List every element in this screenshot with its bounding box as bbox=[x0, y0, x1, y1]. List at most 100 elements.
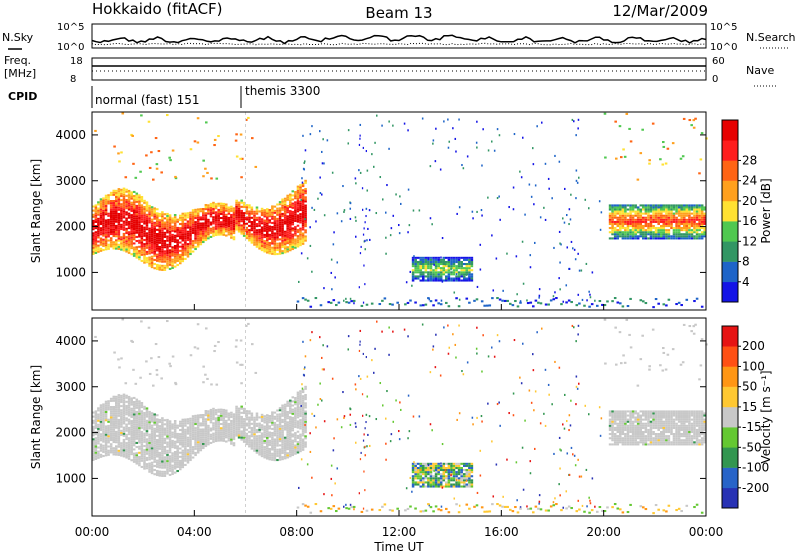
velocity-cell bbox=[125, 446, 128, 449]
power-cell bbox=[276, 232, 279, 235]
velocity-cell bbox=[286, 435, 289, 438]
velocity-cell bbox=[99, 414, 103, 417]
power-cell bbox=[667, 206, 671, 209]
velocity-cell bbox=[163, 431, 167, 434]
noise-search-label: N.Search bbox=[746, 31, 796, 44]
power-cell bbox=[654, 218, 658, 221]
velocity-cell bbox=[99, 412, 103, 415]
power-cell bbox=[304, 231, 307, 234]
velocity-cell bbox=[94, 412, 98, 415]
velocity-cell bbox=[127, 445, 131, 448]
power-cell bbox=[115, 193, 118, 196]
velocity-cell bbox=[120, 434, 123, 437]
power-cell bbox=[429, 275, 433, 278]
velocity-cell bbox=[150, 412, 154, 415]
velocity-cell bbox=[271, 423, 274, 426]
velocity-cell bbox=[304, 406, 307, 409]
power-cell bbox=[156, 216, 159, 219]
velocity-cell bbox=[294, 415, 297, 418]
velocity-cell bbox=[194, 435, 197, 438]
power-cell bbox=[94, 129, 97, 132]
power-cell bbox=[642, 225, 645, 228]
velocity-cell bbox=[212, 416, 215, 419]
velocity-cell bbox=[294, 409, 297, 412]
power-cell bbox=[143, 228, 146, 231]
velocity-cell bbox=[161, 431, 164, 434]
power-cell bbox=[161, 223, 164, 226]
velocity-cell bbox=[286, 423, 289, 426]
velocity-cell bbox=[122, 420, 126, 423]
power-cell bbox=[447, 146, 450, 149]
cpid-row: CPID normal (fast) 151 themis 3300 bbox=[8, 84, 320, 108]
velocity-cell bbox=[240, 405, 243, 408]
power-cell bbox=[590, 303, 594, 306]
velocity-cell bbox=[158, 431, 162, 434]
power-cell bbox=[104, 233, 108, 236]
velocity-cell bbox=[125, 405, 128, 408]
power-cell bbox=[291, 227, 295, 230]
power-cell bbox=[253, 210, 256, 213]
power-cell bbox=[168, 226, 172, 229]
power-cell bbox=[693, 300, 696, 303]
power-cell bbox=[688, 119, 692, 122]
power-cell bbox=[452, 279, 456, 282]
power-colorbar-tick: 20 bbox=[742, 194, 757, 208]
power-cell bbox=[171, 225, 174, 228]
velocity-cell bbox=[289, 453, 292, 456]
velocity-cell bbox=[253, 445, 256, 448]
power-cell bbox=[427, 271, 430, 274]
power-cell bbox=[145, 242, 149, 245]
velocity-cell bbox=[245, 422, 249, 425]
power-cell bbox=[163, 213, 167, 216]
velocity-cell bbox=[181, 443, 185, 446]
velocity-cell bbox=[102, 405, 105, 408]
power-cell bbox=[672, 237, 676, 240]
power-cell bbox=[248, 206, 251, 209]
velocity-cell bbox=[163, 433, 167, 436]
velocity-cell bbox=[166, 464, 169, 467]
power-cell bbox=[665, 225, 668, 228]
velocity-cell bbox=[179, 459, 182, 462]
power-cell bbox=[158, 245, 162, 248]
power-cell bbox=[349, 217, 352, 220]
power-cell bbox=[642, 206, 645, 209]
velocity-cell bbox=[120, 421, 123, 424]
velocity-cell bbox=[222, 415, 226, 418]
power-cell bbox=[168, 232, 172, 235]
velocity-cell bbox=[92, 440, 95, 443]
power-cell bbox=[191, 215, 195, 218]
velocity-cell bbox=[161, 460, 164, 463]
power-cell bbox=[232, 238, 236, 241]
velocity-cell bbox=[217, 437, 220, 440]
velocity-cell bbox=[235, 413, 238, 416]
power-cell bbox=[624, 212, 627, 215]
power-cell bbox=[703, 214, 706, 217]
power-cell bbox=[688, 218, 691, 221]
power-cell bbox=[104, 244, 108, 247]
power-cell bbox=[117, 200, 121, 203]
velocity-cell bbox=[276, 430, 279, 433]
power-cell bbox=[465, 273, 468, 276]
power-cell bbox=[432, 139, 435, 142]
velocity-cell bbox=[92, 448, 95, 451]
velocity-cell bbox=[104, 427, 108, 430]
velocity-cell bbox=[611, 426, 614, 429]
velocity-cell bbox=[102, 432, 105, 435]
power-cell bbox=[135, 196, 139, 199]
velocity-cell bbox=[266, 449, 269, 452]
power-cell bbox=[301, 240, 305, 243]
velocity-cell bbox=[127, 422, 131, 425]
velocity-cell bbox=[102, 434, 105, 437]
power-cell bbox=[621, 204, 625, 207]
power-cell bbox=[613, 214, 617, 217]
power-cell bbox=[283, 243, 287, 246]
velocity-cell bbox=[107, 445, 110, 448]
power-cell bbox=[213, 144, 216, 147]
power-cell bbox=[97, 228, 100, 231]
velocity-cell bbox=[168, 463, 172, 466]
power-cell bbox=[644, 231, 648, 234]
power-cell bbox=[158, 225, 162, 228]
velocity-cell bbox=[235, 405, 238, 408]
power-cell bbox=[273, 226, 277, 229]
power-cell bbox=[573, 120, 575, 123]
